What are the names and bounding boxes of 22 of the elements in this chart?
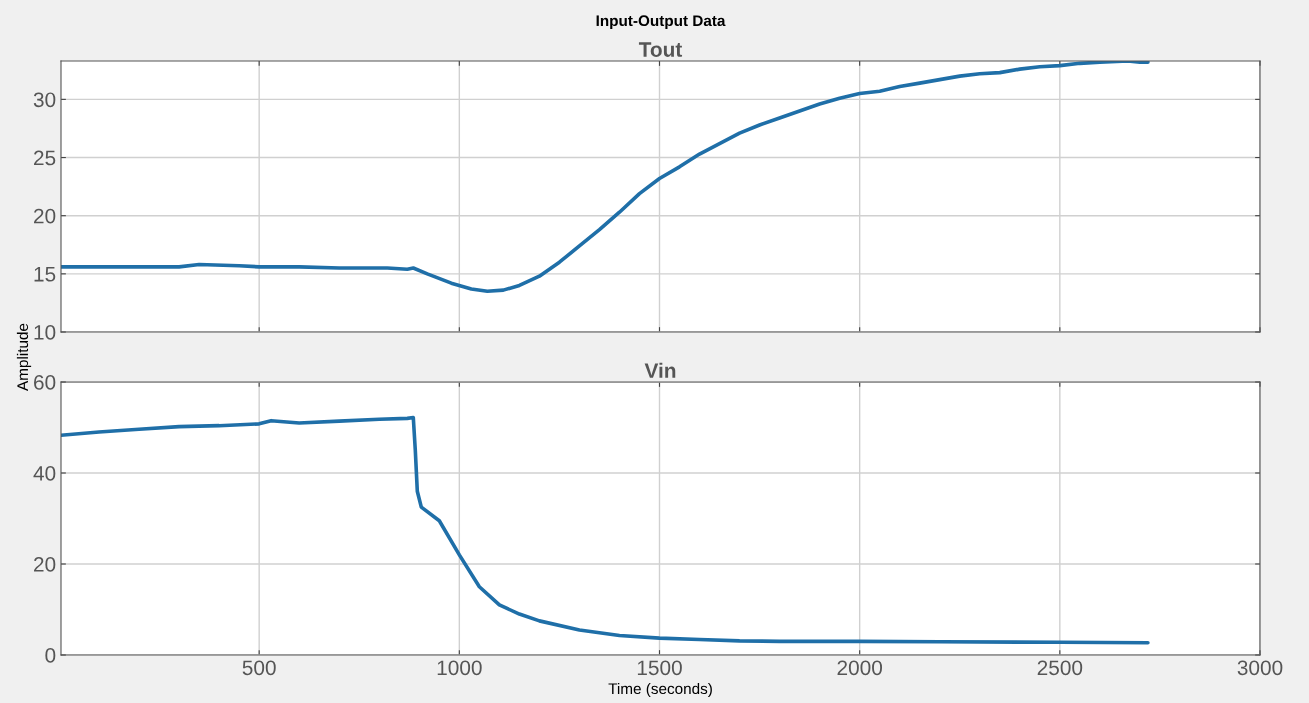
y-tick-label: 20 [34, 208, 56, 224]
y-tick-label: 40 [33, 466, 56, 481]
y-tick-label: 0 [45, 648, 56, 663]
y-tick-label: 20 [34, 557, 56, 572]
x-tick-label: 3000 [1237, 660, 1283, 676]
text: Input-Output Data [596, 15, 726, 30]
x-tick-label: 500 [242, 660, 276, 676]
line-series [61, 61, 1150, 294]
y-tick-label: 60 [34, 375, 56, 390]
y-axis-title: Amplitude [16, 323, 32, 391]
x-tick-label: 2000 [837, 660, 883, 676]
y-tick-label: 30 [33, 92, 56, 108]
chart-title: Vin [644, 362, 676, 378]
x-tick-label: 1500 [637, 660, 682, 676]
x-tick-label: 1000 [437, 660, 482, 676]
line-series [61, 415, 1150, 645]
x-axis-title: Time (seconds) [608, 682, 712, 698]
y-tick-label: 15 [34, 267, 56, 282]
x-tick-label: 2500 [1037, 660, 1083, 676]
chart-title: Tout [638, 42, 683, 57]
y-tick-label: 10 [34, 325, 56, 340]
y-tick-label: 25 [34, 150, 56, 166]
